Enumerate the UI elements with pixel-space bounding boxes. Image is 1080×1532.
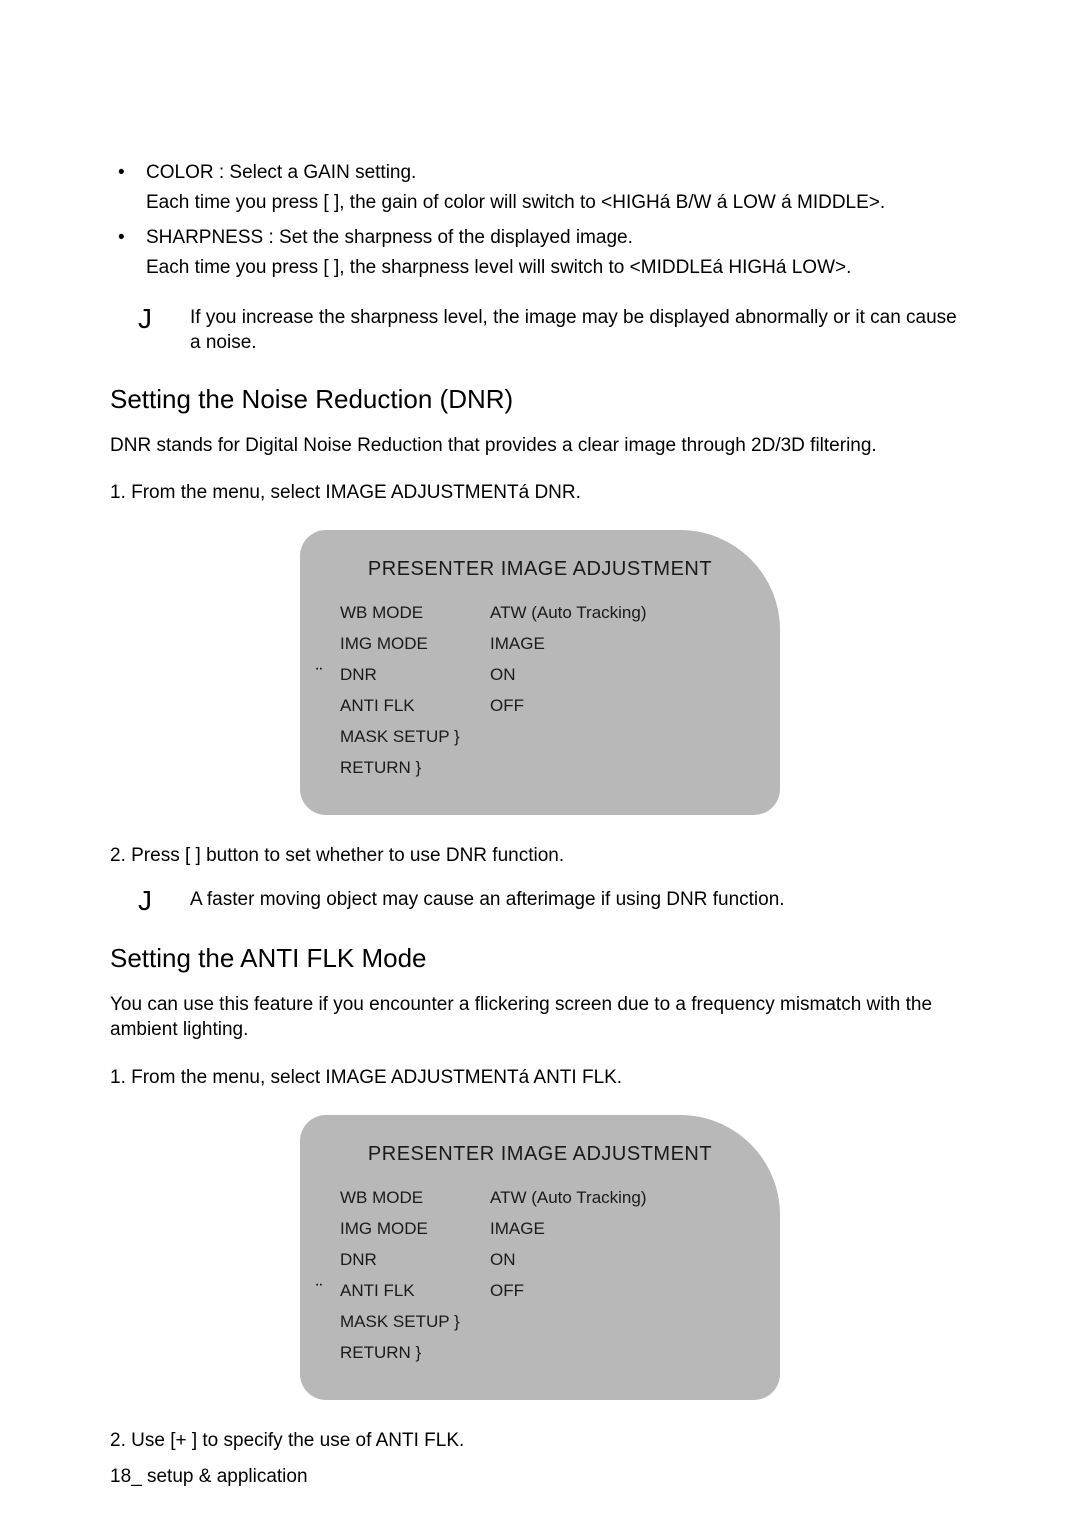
menu-row: RETURN } <box>340 758 740 778</box>
menu-row: RETURN } <box>340 1343 740 1363</box>
dnr-step1: 1. From the menu, select IMAGE ADJUSTMEN… <box>110 480 970 506</box>
menu-row: ¨DNRON <box>340 665 740 685</box>
note-icon: J <box>110 887 190 915</box>
menu-row: MASK SETUP } <box>340 1312 740 1332</box>
menu-value: ON <box>490 665 740 685</box>
menu-rows: WB MODEATW (Auto Tracking)IMG MODEIMAGE¨… <box>340 603 740 778</box>
page-footer: 18_ setup & application <box>110 1466 308 1488</box>
bullet-sharpness-sub: Each time you press [ ], the sharpness l… <box>110 255 970 281</box>
menu-value: ON <box>490 1250 740 1270</box>
bullet-content: SHARPNESS : Set the sharpness of the dis… <box>146 225 970 251</box>
heading-flk: Setting the ANTI FLK Mode <box>110 943 970 974</box>
note-dnr: J A faster moving object may cause an af… <box>110 887 970 915</box>
bullet-color-sub: Each time you press [ ], the gain of col… <box>110 190 970 216</box>
menu-row: DNRON <box>340 1250 740 1270</box>
menu-row: ¨ANTI FLKOFF <box>340 1281 740 1301</box>
menu-box-dnr: PRESENTER IMAGE ADJUSTMENT WB MODEATW (A… <box>300 530 780 815</box>
menu-label: ANTI FLK <box>340 696 490 716</box>
menu-row: MASK SETUP } <box>340 727 740 747</box>
menu-title: PRESENTER IMAGE ADJUSTMENT <box>340 1143 740 1166</box>
bullet-content: COLOR : Select a GAIN setting. <box>146 160 970 186</box>
menu-label: ANTI FLK <box>340 1281 490 1301</box>
menu-box-flk: PRESENTER IMAGE ADJUSTMENT WB MODEATW (A… <box>300 1115 780 1400</box>
menu-pointer-icon: ¨ <box>316 665 322 687</box>
menu-value: IMAGE <box>490 1219 740 1239</box>
note-sharpness: J If you increase the sharpness level, t… <box>110 305 970 356</box>
menu-value: OFF <box>490 696 740 716</box>
heading-dnr: Setting the Noise Reduction (DNR) <box>110 384 970 415</box>
menu-row: WB MODEATW (Auto Tracking) <box>340 1188 740 1208</box>
menu-row: IMG MODEIMAGE <box>340 1219 740 1239</box>
menu-value <box>490 1343 740 1363</box>
menu-row: ANTI FLKOFF <box>340 696 740 716</box>
menu-label: RETURN } <box>340 1343 490 1363</box>
bullet-list: • COLOR : Select a GAIN setting. Each ti… <box>110 160 970 281</box>
bullet-color: • COLOR : Select a GAIN setting. <box>110 160 970 186</box>
note-text: If you increase the sharpness level, the… <box>190 305 970 356</box>
footer-label: setup & application <box>142 1466 308 1487</box>
menu-value: ATW (Auto Tracking) <box>490 603 740 623</box>
menu-label: IMG MODE <box>340 1219 490 1239</box>
menu-label: DNR <box>340 665 490 685</box>
bullet-sharpness: • SHARPNESS : Set the sharpness of the d… <box>110 225 970 251</box>
flk-step1: 1. From the menu, select IMAGE ADJUSTMEN… <box>110 1065 970 1091</box>
menu-title: PRESENTER IMAGE ADJUSTMENT <box>340 558 740 581</box>
footer-page: 18_ <box>110 1466 142 1487</box>
dnr-step2: 2. Press [ ] button to set whether to us… <box>110 843 970 869</box>
menu-value <box>490 727 740 747</box>
menu-rows: WB MODEATW (Auto Tracking)IMG MODEIMAGED… <box>340 1188 740 1363</box>
menu-value: OFF <box>490 1281 740 1301</box>
menu-label: MASK SETUP } <box>340 727 490 747</box>
menu-label: WB MODE <box>340 1188 490 1208</box>
menu-row: WB MODEATW (Auto Tracking) <box>340 603 740 623</box>
note-icon: J <box>110 305 190 356</box>
note-text: A faster moving object may cause an afte… <box>190 887 970 915</box>
menu-label: IMG MODE <box>340 634 490 654</box>
flk-step2: 2. Use [+ ] to specify the use of ANTI F… <box>110 1428 970 1454</box>
menu-label: WB MODE <box>340 603 490 623</box>
dnr-intro: DNR stands for Digital Noise Reduction t… <box>110 433 970 459</box>
bullet-marker: • <box>110 225 146 251</box>
menu-label: MASK SETUP } <box>340 1312 490 1332</box>
menu-row: IMG MODEIMAGE <box>340 634 740 654</box>
menu-value <box>490 758 740 778</box>
menu-label: DNR <box>340 1250 490 1270</box>
menu-value: IMAGE <box>490 634 740 654</box>
bullet-marker: • <box>110 160 146 186</box>
menu-pointer-icon: ¨ <box>316 1281 322 1303</box>
menu-value <box>490 1312 740 1332</box>
menu-label: RETURN } <box>340 758 490 778</box>
flk-intro: You can use this feature if you encounte… <box>110 992 970 1043</box>
menu-value: ATW (Auto Tracking) <box>490 1188 740 1208</box>
